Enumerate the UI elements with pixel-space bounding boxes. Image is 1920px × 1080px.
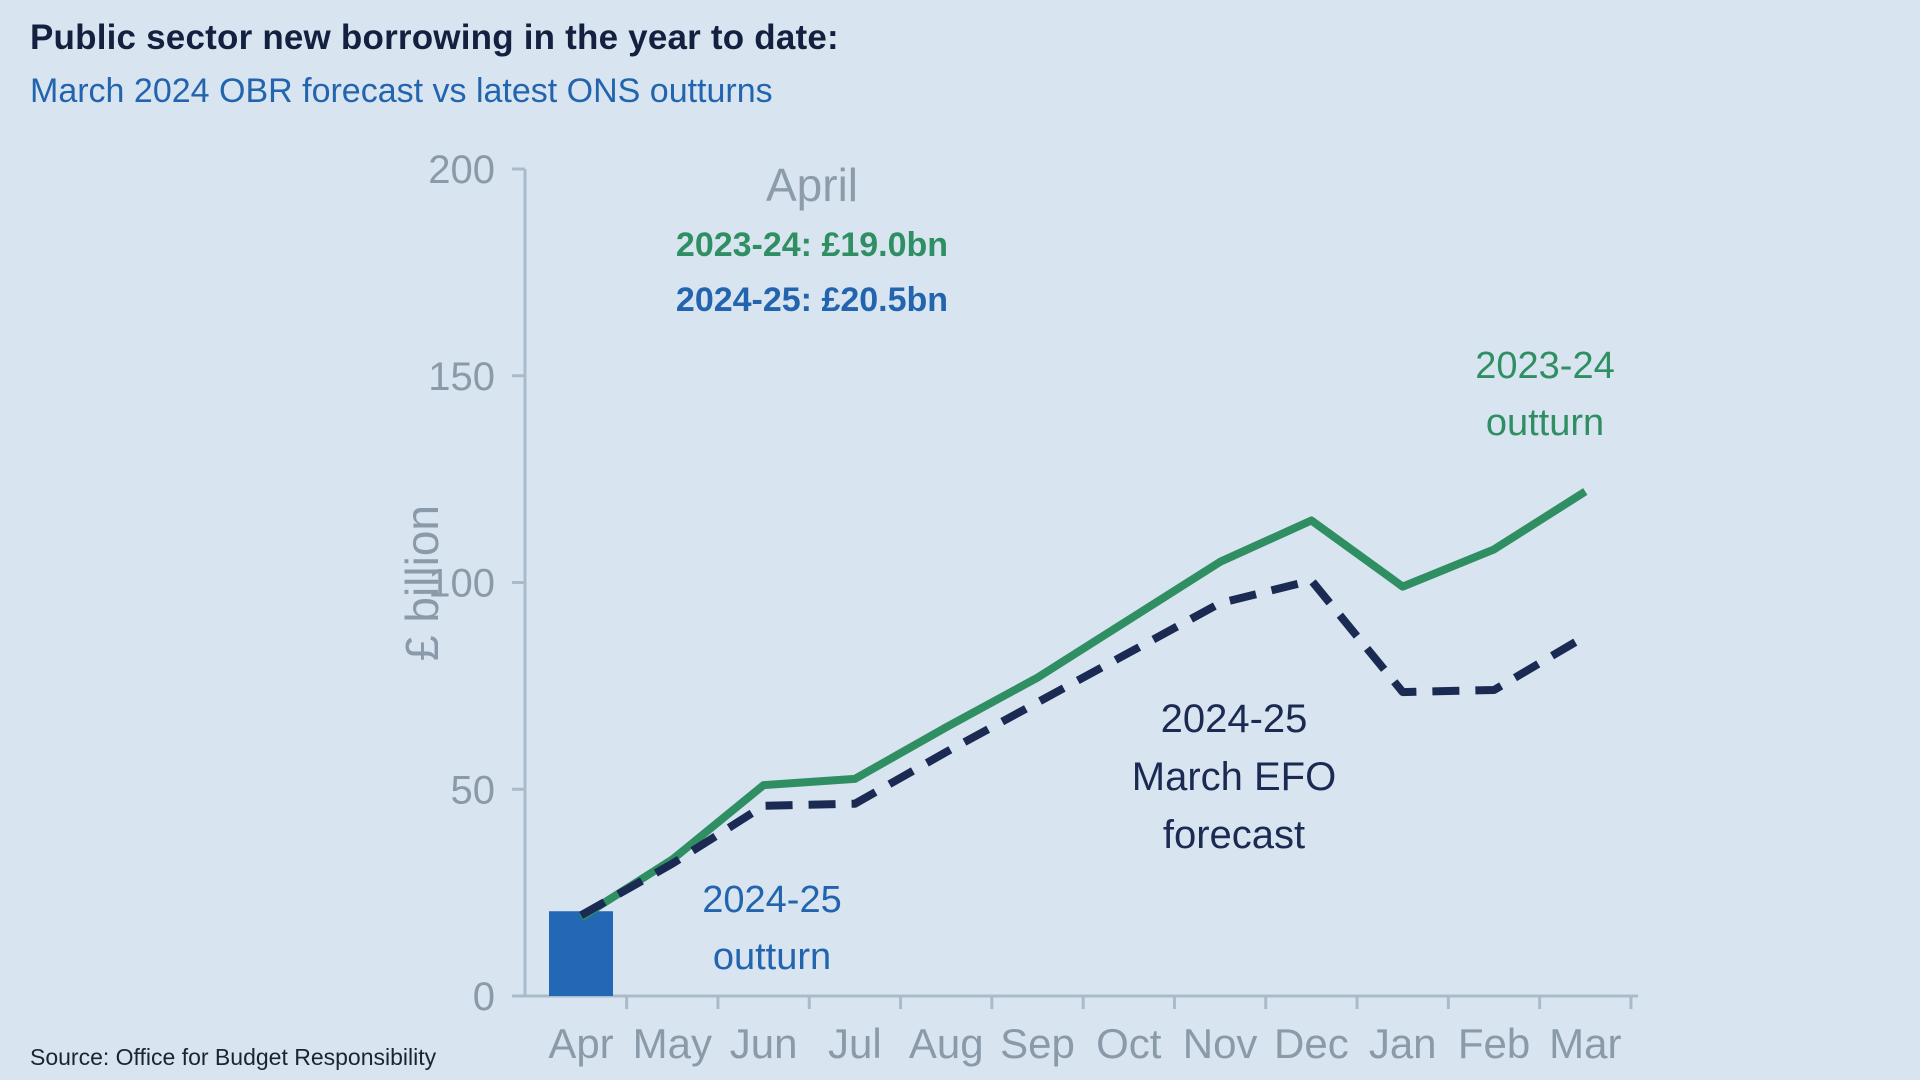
callout-month-label: April xyxy=(765,159,859,211)
forecast-dashed-line xyxy=(579,576,1588,919)
series-label-2024-25-forecast: 2024-25 March EFO forecast xyxy=(1074,690,1394,864)
x-tick-label-dec: Dec xyxy=(1274,1020,1349,1067)
series-label-line: 2023-24 xyxy=(1475,345,1615,387)
series-label-2023-24-outturn: 2023-24 outturn xyxy=(1420,338,1670,452)
y-axis-title: £ billion xyxy=(396,505,448,661)
y-tick-label: 0 xyxy=(473,975,495,1019)
april-callout: April 2023-24: £19.0bn 2024-25: £20.5bn xyxy=(562,158,1062,320)
x-tick-label-feb: Feb xyxy=(1458,1020,1530,1067)
page-subtitle: March 2024 OBR forecast vs latest ONS ou… xyxy=(30,72,773,110)
x-tick-label-apr: Apr xyxy=(548,1020,613,1067)
y-tick-label: 50 xyxy=(451,768,496,812)
outturn-solid-line xyxy=(578,488,1588,921)
series-label-line: 2024-25 xyxy=(702,879,842,921)
x-tick-label-may: May xyxy=(633,1020,712,1067)
y-tick-label: 200 xyxy=(428,148,495,192)
source-note: Source: Office for Budget Responsibility xyxy=(30,1044,437,1070)
x-tick-label-jul: Jul xyxy=(828,1020,882,1067)
april-outturn-bar xyxy=(549,911,613,996)
page-title: Public sector new borrowing in the year … xyxy=(30,18,839,57)
series-label-line: outturn xyxy=(712,936,832,978)
callout-2023-24-value: 2023-24: £19.0bn xyxy=(675,226,949,264)
x-tick-label-sep: Sep xyxy=(1000,1020,1075,1067)
x-tick-label-oct: Oct xyxy=(1096,1020,1162,1067)
callout-2024-25-value: 2024-25: £20.5bn xyxy=(675,281,949,319)
x-tick-label-jun: Jun xyxy=(730,1020,798,1067)
x-tick-label-nov: Nov xyxy=(1183,1020,1258,1067)
x-tick-label-aug: Aug xyxy=(909,1020,984,1067)
y-tick-label: 150 xyxy=(428,355,495,399)
y-tick-label: 100 xyxy=(428,562,495,606)
x-tick-label-mar: Mar xyxy=(1549,1020,1621,1067)
series-label-line: March EFO xyxy=(1131,755,1337,799)
series-label-line: 2024-25 xyxy=(1160,697,1308,741)
series-label-line: outturn xyxy=(1485,402,1605,444)
x-tick-label-jan: Jan xyxy=(1369,1020,1437,1067)
series-label-line: forecast xyxy=(1162,813,1306,857)
series-label-2024-25-outturn: 2024-25 outturn xyxy=(647,872,897,986)
